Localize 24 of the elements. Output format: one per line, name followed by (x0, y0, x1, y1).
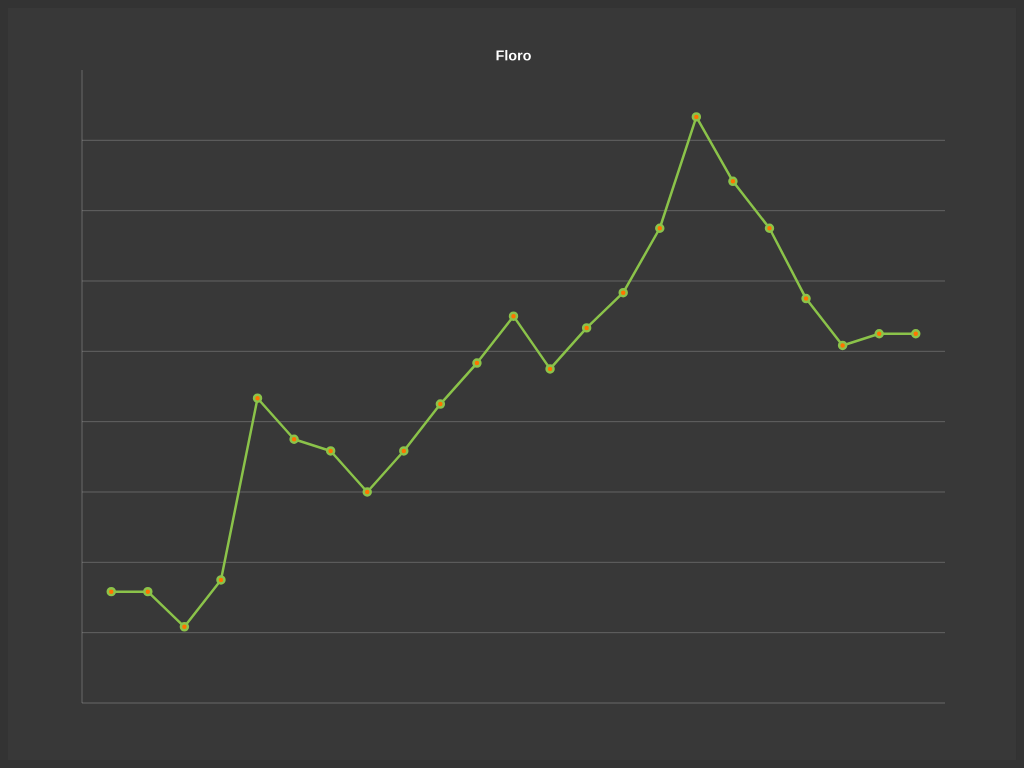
point (508, 311, 519, 321)
point (691, 112, 702, 122)
point (545, 364, 555, 374)
point (399, 446, 409, 456)
point (216, 575, 226, 585)
point (728, 176, 738, 187)
point (362, 487, 372, 497)
point (655, 223, 665, 233)
point (179, 622, 190, 632)
point (618, 287, 628, 298)
point (764, 223, 775, 233)
point (801, 293, 811, 304)
point (837, 340, 848, 351)
point (435, 399, 446, 409)
chart-title: Floro (496, 49, 531, 61)
point (289, 434, 299, 444)
point (106, 586, 116, 597)
point (911, 329, 921, 339)
point (143, 586, 153, 597)
point (581, 323, 592, 333)
point (325, 446, 336, 456)
point (472, 358, 482, 368)
point (252, 393, 263, 403)
point (874, 329, 884, 339)
